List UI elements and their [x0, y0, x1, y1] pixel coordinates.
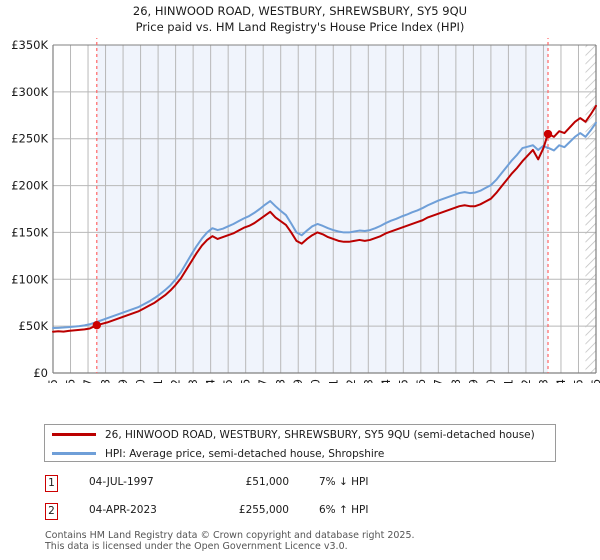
hpi-line-chart: £0 £50K £100K £150K £200K £250K £300K £350K 1995… [11, 38, 600, 383]
svg-text:2017: 2017 [431, 379, 445, 383]
ownership-band [96, 45, 549, 373]
legend-swatch-property [52, 433, 96, 436]
svg-text:2001: 2001 [151, 379, 165, 383]
svg-text:1999: 1999 [116, 379, 130, 383]
svg-text:2013: 2013 [361, 379, 375, 383]
sale-price: £51,000 [245, 476, 289, 488]
svg-text:2006: 2006 [239, 379, 253, 383]
svg-text:2008: 2008 [274, 379, 288, 383]
sale-price: £255,000 [238, 504, 289, 516]
svg-text:2018: 2018 [449, 379, 463, 383]
svg-text:£150K: £150K [11, 225, 48, 239]
svg-text:2007: 2007 [256, 379, 270, 383]
series-line [52, 104, 597, 333]
svg-text:2004: 2004 [204, 379, 218, 383]
sale-date: 04-APR-2023 [89, 504, 157, 516]
sale-row: 2 04-APR-2023 £255,000 6% ↑ HPI [45, 503, 565, 521]
svg-text:£100K: £100K [11, 272, 48, 286]
legend-swatch-hpi [52, 452, 96, 455]
sale-row: 1 04-JUL-1997 £51,000 7% ↓ HPI [45, 475, 565, 493]
legend-label-hpi: HPI: Average price, semi-detached house,… [105, 447, 385, 460]
svg-text:£300K: £300K [11, 85, 48, 99]
sale-point-marker [543, 129, 553, 139]
title-line-1: 26, HINWOOD ROAD, WESTBURY, SHREWSBURY, … [132, 4, 468, 18]
svg-text:2022: 2022 [519, 379, 533, 383]
svg-text:2010: 2010 [309, 379, 323, 383]
legend-item-property: 26, HINWOOD ROAD, WESTBURY, SHREWSBURY, … [45, 425, 555, 444]
sale-hpi-delta: 6% ↑ HPI [319, 504, 369, 516]
legend-item-hpi: HPI: Average price, semi-detached house,… [45, 444, 555, 463]
svg-text:1995: 1995 [46, 379, 60, 383]
svg-text:£250K: £250K [11, 132, 48, 146]
footer-line-2: This data is licensed under the Open Gov… [45, 541, 348, 552]
svg-text:2025: 2025 [571, 379, 585, 383]
svg-text:2000: 2000 [134, 379, 148, 383]
svg-text:2021: 2021 [501, 379, 515, 383]
footer-attribution: Contains HM Land Registry data © Crown c… [45, 530, 585, 552]
svg-text:£350K: £350K [11, 38, 48, 52]
svg-text:2023: 2023 [536, 379, 550, 383]
svg-text:£0: £0 [33, 366, 48, 380]
svg-text:1996: 1996 [64, 379, 78, 383]
svg-text:2012: 2012 [344, 379, 358, 383]
chart-legend: 26, HINWOOD ROAD, WESTBURY, SHREWSBURY, … [44, 424, 556, 462]
svg-text:2003: 2003 [186, 379, 200, 383]
sale-marker-number: 1 [45, 475, 58, 492]
svg-text:2016: 2016 [414, 379, 428, 383]
svg-text:2020: 2020 [484, 379, 498, 383]
svg-text:2026: 2026 [589, 379, 600, 383]
page-title: 26, HINWOOD ROAD, WESTBURY, SHREWSBURY, … [0, 3, 600, 35]
svg-text:£50K: £50K [19, 319, 49, 333]
sale-point-marker [92, 321, 101, 330]
svg-text:2011: 2011 [326, 379, 340, 383]
svg-text:1997: 1997 [81, 379, 95, 383]
sale-hpi-delta: 7% ↓ HPI [319, 476, 369, 488]
svg-text:2009: 2009 [291, 379, 305, 383]
svg-text:2002: 2002 [169, 379, 183, 383]
svg-text:2015: 2015 [396, 379, 410, 383]
footer-line-1: Contains HM Land Registry data © Crown c… [45, 530, 415, 541]
svg-text:1998: 1998 [99, 379, 113, 383]
title-line-2: Price paid vs. HM Land Registry's House … [135, 20, 465, 34]
series-line [52, 121, 597, 330]
svg-text:2019: 2019 [466, 379, 480, 383]
provisional-band [585, 45, 596, 373]
svg-text:2014: 2014 [379, 379, 393, 383]
chart-area: £0 £50K £100K £150K £200K £250K £300K £350K 1995… [0, 38, 600, 383]
sale-date: 04-JUL-1997 [89, 476, 154, 488]
sale-marker-number: 2 [45, 503, 58, 520]
svg-text:2024: 2024 [554, 379, 568, 383]
legend-label-property: 26, HINWOOD ROAD, WESTBURY, SHREWSBURY, … [105, 428, 535, 441]
svg-text:£200K: £200K [11, 179, 48, 193]
svg-text:2005: 2005 [221, 379, 235, 383]
